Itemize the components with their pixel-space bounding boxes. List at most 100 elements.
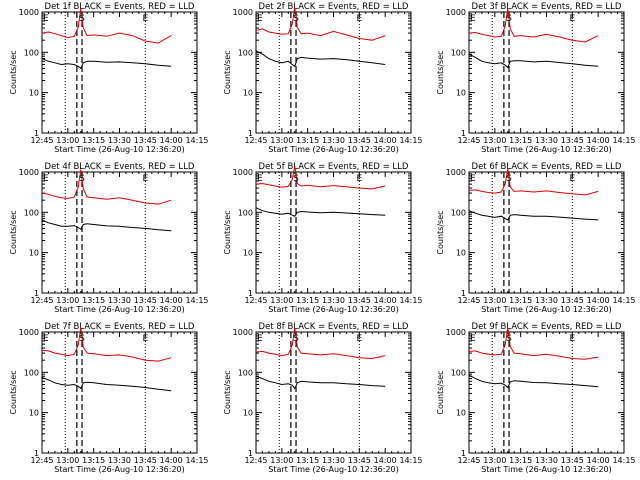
series-line-lld [468, 8, 599, 43]
x-tick-label: 13:15 [509, 296, 532, 305]
x-axis-label: Start Time (26-Aug-10 12:36:20) [481, 145, 612, 154]
x-tick-label: 13:00 [56, 296, 79, 305]
event-marker-label: E [257, 14, 263, 24]
chart-title: Det 8f BLACK = Events, RED = LLD [259, 322, 409, 332]
series-line-events [468, 374, 599, 389]
chart-title: Det 9f BLACK = Events, RED = LLD [472, 322, 622, 332]
y-tick-label: 10 [456, 249, 466, 258]
y-tick-label: 1 [248, 449, 253, 458]
x-tick-label: 12:45 [457, 296, 480, 305]
y-tick-label: 10 [243, 249, 253, 258]
x-axis-label: Start Time (26-Aug-10 12:36:20) [481, 305, 612, 314]
event-marker-label: E [470, 334, 476, 344]
event-marker-label: S [506, 14, 512, 24]
x-axis-label: Start Time (26-Aug-10 12:36:20) [54, 465, 185, 474]
event-marker-label: E [43, 174, 49, 184]
x-tick-label: 13:45 [348, 136, 371, 145]
x-tick-label: 14:00 [160, 456, 183, 465]
y-tick-label: 1000 [19, 328, 39, 337]
y-axis-label: Counts/sec [223, 50, 232, 94]
y-tick-label: 1 [461, 449, 466, 458]
event-marker-label: E [43, 14, 49, 24]
event-marker-label: E [569, 14, 575, 24]
chart-title: Det 2f BLACK = Events, RED = LLD [259, 2, 409, 12]
series-line-events [255, 207, 386, 217]
chart-title: Det 6f BLACK = Events, RED = LLD [472, 162, 622, 172]
chart-title: Det 4f BLACK = Events, RED = LLD [45, 162, 195, 172]
y-tick-label: 100 [451, 208, 466, 217]
y-axis-label: Counts/sec [9, 370, 18, 414]
x-tick-label: 13:45 [561, 456, 584, 465]
y-tick-label: 1 [248, 289, 253, 298]
x-tick-label: 14:15 [612, 136, 635, 145]
series-line-events [41, 376, 172, 392]
x-tick-label: 12:45 [244, 456, 267, 465]
y-axis-label: Counts/sec [436, 210, 445, 254]
y-tick-label: 1000 [19, 8, 39, 17]
x-tick-label: 13:45 [348, 456, 371, 465]
x-tick-label: 13:30 [108, 456, 131, 465]
x-tick-label: 14:15 [399, 456, 422, 465]
x-tick-label: 13:15 [509, 456, 532, 465]
x-tick-label: 14:15 [612, 296, 635, 305]
y-tick-label: 100 [238, 48, 253, 57]
y-tick-label: 1000 [446, 8, 466, 17]
x-tick-label: 13:15 [296, 296, 319, 305]
y-tick-label: 10 [243, 409, 253, 418]
y-axis-label: Counts/sec [223, 370, 232, 414]
series-line-lld [255, 328, 386, 360]
y-axis-label: Counts/sec [223, 210, 232, 254]
x-tick-label: 14:15 [612, 456, 635, 465]
event-marker-label: E [257, 174, 263, 184]
x-tick-label: 14:00 [374, 136, 397, 145]
x-tick-label: 12:45 [30, 296, 53, 305]
x-tick-label: 13:30 [535, 296, 558, 305]
x-tick-label: 14:15 [399, 136, 422, 145]
event-marker-label: E [569, 174, 575, 184]
x-tick-label: 13:15 [509, 136, 532, 145]
x-tick-label: 13:45 [561, 296, 584, 305]
x-tick-label: 14:15 [185, 456, 208, 465]
x-tick-label: 14:00 [587, 456, 610, 465]
series-line-events [468, 53, 599, 69]
x-tick-label: 12:45 [30, 456, 53, 465]
event-marker-label: E [569, 334, 575, 344]
x-tick-label: 14:00 [374, 456, 397, 465]
x-tick-label: 13:45 [134, 296, 157, 305]
y-tick-label: 1000 [19, 168, 39, 177]
x-tick-label: 14:00 [587, 136, 610, 145]
y-axis-label: Counts/sec [9, 50, 18, 94]
x-tick-label: 13:15 [82, 456, 105, 465]
series-line-events [41, 58, 172, 70]
event-marker-label: E [142, 334, 148, 344]
event-marker-label: E [470, 14, 476, 24]
y-tick-label: 1 [461, 289, 466, 298]
x-tick-label: 13:30 [322, 296, 345, 305]
x-tick-label: 13:15 [296, 456, 319, 465]
series-line-lld [468, 327, 599, 360]
event-marker-label: E [356, 334, 362, 344]
series-line-lld [41, 327, 172, 362]
y-tick-label: 1 [34, 449, 39, 458]
event-marker-label: S [79, 174, 85, 184]
x-tick-label: 12:45 [30, 136, 53, 145]
x-tick-label: 12:45 [457, 456, 480, 465]
series-line-lld [255, 166, 386, 190]
series-line-events [468, 210, 599, 221]
chart-title: Det 7f BLACK = Events, RED = LLD [45, 322, 195, 332]
y-tick-label: 1000 [446, 168, 466, 177]
y-tick-label: 1 [248, 129, 253, 138]
y-tick-label: 1000 [233, 168, 253, 177]
chart-panel-8: Det 8f BLACK = Events, RED = LLD 1 10 100 10… [223, 322, 423, 474]
x-tick-label: 13:00 [56, 136, 79, 145]
x-tick-label: 13:45 [561, 136, 584, 145]
x-tick-label: 13:15 [296, 136, 319, 145]
chart-panel-6: Det 6f BLACK = Events, RED = LLD 1 10 100 10… [436, 162, 636, 314]
x-tick-label: 13:30 [535, 456, 558, 465]
event-marker-label: S [506, 334, 512, 344]
y-tick-label: 10 [29, 249, 39, 258]
event-marker-label: E [142, 14, 148, 24]
y-tick-label: 100 [24, 368, 39, 377]
